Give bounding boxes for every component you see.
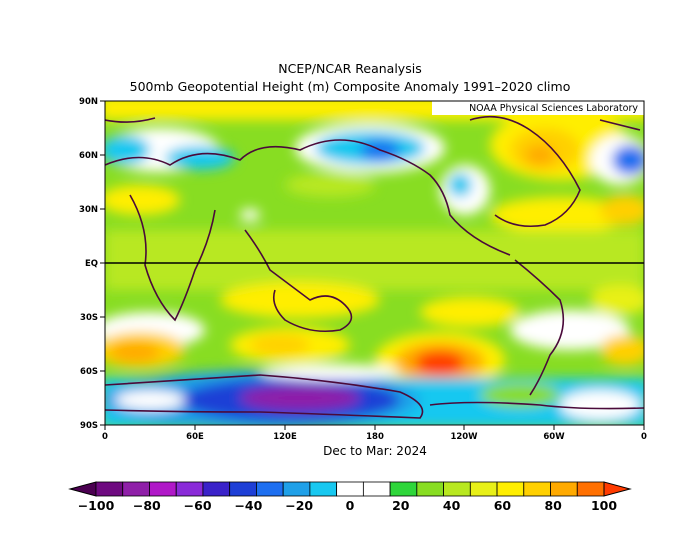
colorbar-tick-label: −40 xyxy=(234,498,262,513)
colorbar-swatch xyxy=(282,481,311,497)
colorbar-arrow-right xyxy=(603,481,632,497)
colorbar-swatch xyxy=(469,481,498,497)
y-tick-label: 30S xyxy=(80,313,98,323)
colorbar-tick-label: −100 xyxy=(78,498,115,513)
colorbar-tick-label: −20 xyxy=(285,498,313,513)
x-tick-label: 60E xyxy=(186,432,204,442)
credit-text: NOAA Physical Sciences Laboratory xyxy=(469,103,638,114)
colorbar-tick-label: 100 xyxy=(591,498,617,513)
y-tick-label: 60N xyxy=(79,151,98,161)
colorbar-tick-label: 80 xyxy=(544,498,562,513)
colorbar: −100 −80 −60 −40 −20 0 20 40 60 80 100 xyxy=(68,481,632,513)
colorbar-swatch xyxy=(443,481,471,497)
colorbar-swatch xyxy=(229,481,257,497)
colorbar-swatch xyxy=(550,481,578,497)
x-tick-label: 60W xyxy=(543,432,565,442)
colorbar-swatch xyxy=(496,481,525,497)
colorbar-tick-label: 60 xyxy=(494,498,512,513)
period-label: Dec to Mar: 2024 xyxy=(323,444,427,458)
colorbar-swatch xyxy=(336,481,364,497)
chart-subtitle: 500mb Geopotential Height (m) Composite … xyxy=(129,79,571,94)
colorbar-tick-label: 0 xyxy=(346,498,355,513)
chart-title: NCEP/NCAR Reanalysis xyxy=(278,61,422,76)
y-tick-label: 30N xyxy=(79,205,98,215)
colorbar-swatch xyxy=(122,481,150,497)
colorbar-swatch xyxy=(149,481,177,497)
colorbar-swatch xyxy=(95,481,124,497)
colorbar-arrow-left xyxy=(68,481,97,497)
anomaly-field xyxy=(105,101,644,425)
colorbar-swatch xyxy=(362,481,391,497)
colorbar-swatch xyxy=(256,481,284,497)
x-axis: 0 60E 120E 180 120W 60W 0 xyxy=(102,425,647,442)
colorbar-tick-label: 20 xyxy=(392,498,410,513)
y-tick-label: EQ xyxy=(85,259,98,269)
coastlines xyxy=(105,115,644,419)
colorbar-tick-label: −60 xyxy=(184,498,212,513)
colorbar-swatch xyxy=(202,481,231,497)
y-tick-label: 90S xyxy=(80,421,98,431)
colorbar-swatch xyxy=(309,481,338,497)
x-tick-label: 0 xyxy=(641,432,647,442)
x-tick-label: 180 xyxy=(366,432,384,442)
x-tick-label: 120W xyxy=(450,432,478,442)
colorbar-swatch xyxy=(523,481,551,497)
x-tick-label: 0 xyxy=(102,432,108,442)
y-tick-label: 90N xyxy=(79,97,98,107)
y-axis: 90N 60N 30N EQ 30S 60S 90S xyxy=(79,97,105,431)
colorbar-swatch xyxy=(576,481,605,497)
y-tick-label: 60S xyxy=(80,367,98,377)
colorbar-swatch xyxy=(416,481,444,497)
colorbar-tick-label: −80 xyxy=(133,498,161,513)
colorbar-swatch xyxy=(389,481,418,497)
x-tick-label: 120E xyxy=(273,432,297,442)
credit-box xyxy=(432,101,644,115)
colorbar-tick-label: 40 xyxy=(443,498,461,513)
colorbar-swatch xyxy=(175,481,204,497)
